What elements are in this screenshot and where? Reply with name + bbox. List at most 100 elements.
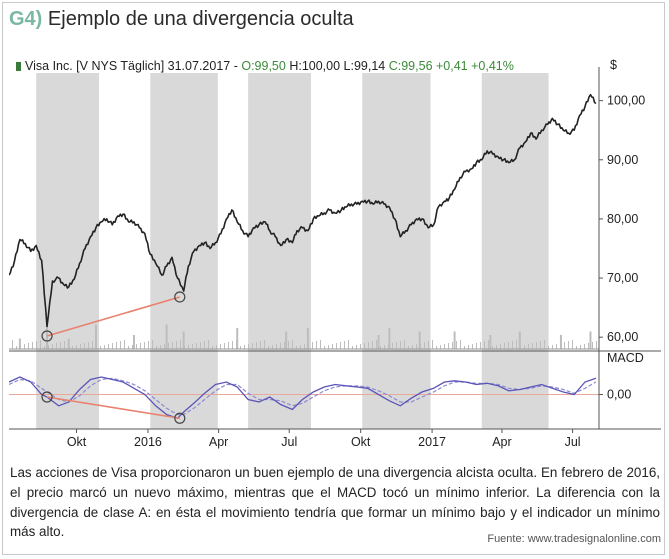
volume-bar: [418, 331, 421, 349]
chart-axes: [9, 67, 661, 430]
volume-tick: [308, 343, 309, 349]
currency-label: $: [610, 58, 617, 72]
volume-tick: [156, 346, 157, 349]
volume-tick: [272, 345, 273, 349]
volume-tick: [592, 342, 593, 349]
volume-tick: [68, 340, 69, 349]
volume-bar: [94, 324, 97, 349]
volume-tick: [420, 343, 421, 349]
volume-tick: [136, 344, 137, 349]
volume-tick: [344, 341, 345, 349]
volume-tick: [172, 342, 173, 349]
volume-tick: [340, 342, 341, 349]
volume-tick: [588, 343, 589, 349]
macd-divergence-line: [46, 396, 180, 420]
price-y-tick-label: 100,00: [607, 94, 645, 108]
chart-tick-labels: 100,00 90,00 80,00 70,00 60,00 0,00 Okt 2016 Apr…: [67, 94, 645, 449]
shaded-period-5: [481, 73, 549, 429]
volume-tick: [80, 344, 81, 349]
volume-tick: [348, 340, 349, 349]
volume-tick: [472, 344, 473, 349]
volume-tick: [508, 342, 509, 349]
volume-tick: [548, 346, 549, 349]
volume-bar: [489, 335, 492, 349]
volume-tick: [564, 342, 565, 349]
volume-tick: [88, 342, 89, 349]
volume-bar: [377, 335, 380, 349]
volume-tick: [336, 343, 337, 349]
price-series-line: [9, 93, 597, 328]
volume-tick: [408, 346, 409, 349]
volume-tick: [528, 344, 529, 349]
volume-bars: [12, 317, 597, 349]
volume-bar: [285, 331, 288, 349]
macd-y-tick-label: 0,00: [607, 388, 631, 402]
volume-tick: [384, 345, 385, 349]
volume-tick: [452, 342, 453, 349]
volume-tick: [388, 344, 389, 349]
volume-tick: [304, 344, 305, 349]
volume-bar: [132, 335, 135, 349]
x-tick-label: Apr: [209, 435, 228, 449]
volume-tick: [324, 346, 325, 349]
price-divergence-line: [46, 296, 181, 337]
volume-tick: [140, 343, 141, 349]
price-y-tick-label: 90,00: [607, 153, 638, 167]
shaded-period-3: [248, 73, 311, 429]
volume-tick: [220, 344, 221, 349]
x-tick-label: Okt: [351, 435, 371, 449]
volume-tick: [48, 345, 49, 349]
volume-tick: [196, 343, 197, 349]
volume-tick: [504, 343, 505, 349]
volume-tick: [112, 343, 113, 349]
volume-tick: [416, 344, 417, 349]
volume-tick: [92, 341, 93, 349]
volume-tick: [376, 340, 377, 349]
volume-tick: [524, 345, 525, 349]
volume-tick: [436, 346, 437, 349]
volume-tick: [356, 345, 357, 349]
volume-bar: [589, 331, 592, 349]
legend-close-change: C:99,56 +0,41 +0,41%: [389, 59, 514, 73]
volume-tick: [316, 341, 317, 349]
volume-bar: [236, 328, 239, 349]
price-y-tick-label: 70,00: [607, 271, 638, 285]
volume-bar: [18, 338, 21, 349]
volume-tick: [60, 342, 61, 349]
volume-tick: [144, 342, 145, 349]
volume-bar: [559, 335, 562, 349]
volume-tick: [192, 344, 193, 349]
volume-tick: [240, 346, 241, 349]
volume-tick: [368, 342, 369, 349]
volume-tick: [312, 342, 313, 349]
volume-tick: [40, 340, 41, 349]
volume-tick: [224, 343, 225, 349]
volume-tick: [560, 343, 561, 349]
volume-tick: [372, 341, 373, 349]
volume-bar: [306, 328, 309, 349]
volume-bar: [453, 331, 456, 349]
volume-tick: [168, 343, 169, 349]
volume-tick: [432, 340, 433, 349]
volume-tick: [232, 341, 233, 349]
volume-tick: [208, 340, 209, 349]
legend-low: L:99,14: [344, 59, 386, 73]
volume-tick: [480, 342, 481, 349]
chart-area: 100,00 90,00 80,00 70,00 60,00 0,00 Okt 2016 Apr…: [9, 49, 661, 459]
volume-tick: [260, 341, 261, 349]
figure-tag: G4): [9, 8, 43, 30]
shaded-periods: [36, 73, 549, 429]
volume-tick: [284, 342, 285, 349]
legend-high: H:100,00: [289, 59, 340, 73]
volume-tick: [544, 340, 545, 349]
volume-tick: [328, 345, 329, 349]
macd-signal-line: [9, 377, 597, 416]
price-macd-chart: 100,00 90,00 80,00 70,00 60,00 0,00 Okt 2016 Apr…: [9, 58, 661, 449]
volume-tick: [24, 344, 25, 349]
figure-caption: Las acciones de Visa proporcionaron un b…: [10, 465, 660, 540]
volume-tick: [32, 342, 33, 349]
volume-tick: [460, 340, 461, 349]
volume-tick: [44, 346, 45, 349]
volume-tick: [176, 341, 177, 349]
